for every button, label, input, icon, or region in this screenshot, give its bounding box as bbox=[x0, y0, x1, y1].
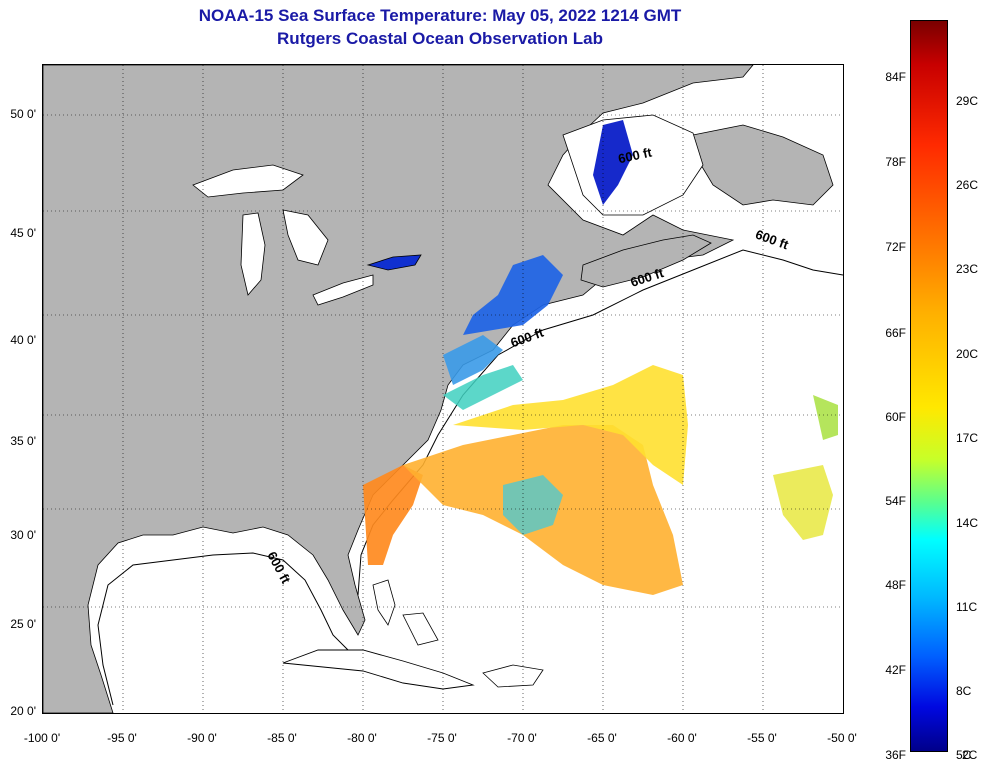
water-gulf-st-lawrence bbox=[562, 114, 704, 216]
latitude-tick-label: 50 0' bbox=[10, 107, 36, 121]
water-lake-erie bbox=[312, 274, 374, 306]
sst-cyan-shelf bbox=[443, 365, 523, 410]
colorbar-c-label: 11C bbox=[956, 600, 978, 614]
latitude-tick-label: 25 0' bbox=[10, 617, 36, 631]
land-bahamas bbox=[372, 579, 439, 646]
colorbar-c-label: 5C bbox=[956, 748, 972, 762]
colorbar-f-label: 78F bbox=[885, 155, 906, 169]
sst-green-patch bbox=[813, 395, 838, 440]
colorbar-c-label: 8C bbox=[956, 684, 972, 698]
land-nova-scotia bbox=[580, 234, 712, 288]
colorbar-c-label: 29C bbox=[956, 94, 979, 108]
sst-eddy-core bbox=[503, 475, 563, 535]
longitude-tick-label: -70 0' bbox=[507, 731, 537, 745]
longitude-tick-label: -60 0' bbox=[667, 731, 697, 745]
colorbar-c-label: 20C bbox=[956, 347, 979, 361]
colorbar-f-label: 42F bbox=[885, 663, 906, 677]
water-lake-huron bbox=[282, 209, 329, 266]
longitude-tick-label: -75 0' bbox=[427, 731, 457, 745]
map-title: NOAA-15 Sea Surface Temperature: May 05,… bbox=[198, 6, 682, 25]
map-subtitle: Rutgers Coastal Ocean Observation Lab bbox=[277, 29, 603, 48]
sst-mid-atlantic bbox=[443, 335, 503, 385]
colorbar-c-label: 2C bbox=[962, 748, 978, 762]
colorbar-f-label: 84F bbox=[885, 70, 906, 84]
land-hispaniola bbox=[482, 664, 544, 688]
land-north-america bbox=[43, 65, 754, 713]
colorbar-c-label: 14C bbox=[956, 516, 979, 530]
longitude-tick-label: -80 0' bbox=[347, 731, 377, 745]
land-cuba bbox=[282, 649, 475, 690]
colorbar-f-label: 66F bbox=[885, 326, 906, 340]
latitude-tick-label: 40 0' bbox=[10, 333, 36, 347]
longitude-tick-label: -90 0' bbox=[187, 731, 217, 745]
colorbar-f-label: 36F bbox=[885, 748, 906, 762]
longitude-tick-label: -50 0' bbox=[827, 731, 857, 745]
colorbar-c-label: 23C bbox=[956, 262, 979, 276]
water-lake-superior bbox=[192, 164, 304, 198]
map-panel[interactable] bbox=[42, 64, 844, 714]
latitude-tick-label: 20 0' bbox=[10, 704, 36, 718]
colorbar-f-label: 54F bbox=[885, 494, 906, 508]
water-lake-ontario bbox=[366, 254, 422, 271]
longitude-tick-label: -65 0' bbox=[587, 731, 617, 745]
sst-gulf-stream-south bbox=[363, 465, 423, 565]
longitude-tick-label: -85 0' bbox=[267, 731, 297, 745]
longitude-tick-label: -95 0' bbox=[107, 731, 137, 745]
colorbar-f-label: 48F bbox=[885, 578, 906, 592]
sst-yellow-band bbox=[453, 365, 688, 485]
longitude-tick-label: -55 0' bbox=[747, 731, 777, 745]
gulf-contour bbox=[97, 552, 349, 706]
colorbar-f-label: 60F bbox=[885, 410, 906, 424]
temperature-colorbar bbox=[910, 20, 948, 752]
colorbar-f-label: 72F bbox=[885, 240, 906, 254]
longitude-tick-label: -100 0' bbox=[23, 731, 61, 745]
water-lake-michigan bbox=[240, 212, 266, 296]
sst-patches bbox=[363, 120, 838, 595]
colorbar-c-label: 17C bbox=[956, 431, 979, 445]
latitude-tick-label: 30 0' bbox=[10, 528, 36, 542]
latitude-tick-label: 45 0' bbox=[10, 226, 36, 240]
lat-lon-grid bbox=[43, 65, 843, 713]
colorbar-c-label: 26C bbox=[956, 178, 979, 192]
sst-eastern-patch bbox=[773, 465, 833, 540]
latitude-tick-label: 35 0' bbox=[10, 434, 36, 448]
sst-map bbox=[43, 65, 843, 713]
